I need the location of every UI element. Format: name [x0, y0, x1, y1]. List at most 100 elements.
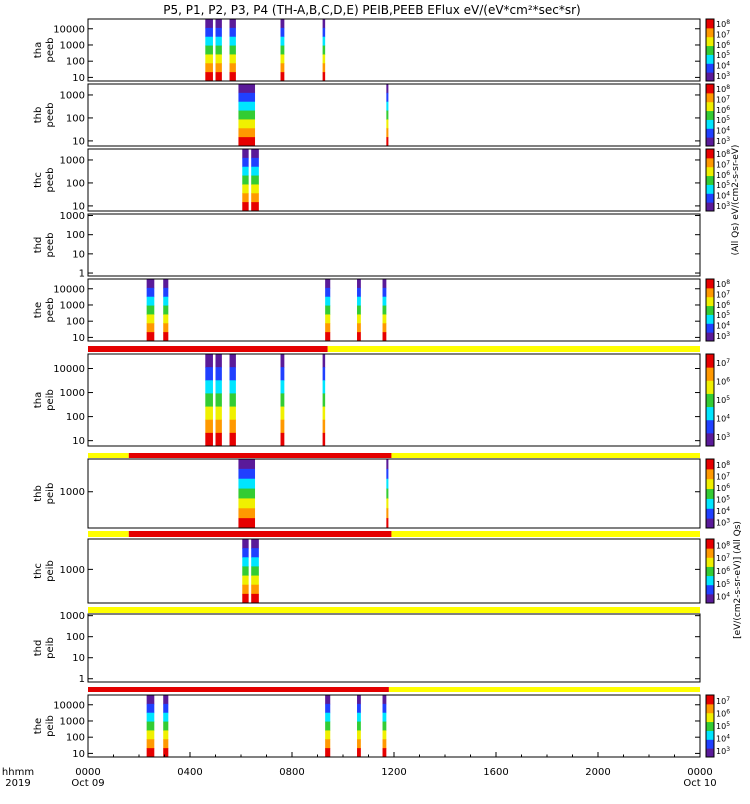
colorbar-segment — [706, 27, 714, 38]
spectrogram-cell — [215, 354, 222, 368]
spectrogram-cell — [357, 296, 361, 307]
spectrogram-cell — [229, 380, 236, 394]
spectrogram-cell — [238, 508, 256, 519]
colorbar-tick-label: 108 — [716, 460, 730, 470]
spectrogram-cell — [382, 739, 387, 749]
spectrogram-cell — [357, 279, 361, 289]
colorbar-segment — [706, 566, 714, 577]
spectrogram-cell — [205, 19, 213, 29]
spectrogram-cell — [357, 305, 361, 315]
panel-probe-label: tha — [33, 392, 44, 408]
spectrogram-cell — [163, 695, 169, 705]
spectrogram-cell — [280, 419, 285, 434]
panel-product-label: peib — [45, 483, 56, 505]
panel-probe-label: the — [33, 302, 44, 318]
spectrogram-cell — [205, 354, 213, 368]
spectrogram-cell — [382, 712, 387, 723]
colorbar-segment — [706, 406, 714, 421]
panel-probe-label: thd — [33, 640, 44, 657]
colorbar-tick-label: 108 — [716, 19, 730, 29]
spectrogram-cell — [325, 323, 331, 333]
colorbar-tick-label: 107 — [716, 160, 730, 170]
spectrogram-cell — [386, 468, 389, 480]
mode-bar-segment — [88, 346, 328, 352]
spectrogram-cell — [146, 748, 155, 758]
spectrogram-cell — [280, 432, 285, 447]
mode-bar-segment — [128, 453, 392, 458]
colorbar-segment — [706, 287, 714, 298]
colorbar-tick-label: 105 — [716, 395, 730, 405]
spectrogram-cell — [280, 393, 285, 408]
spectrogram-cell — [280, 63, 285, 73]
colorbar-segment — [706, 518, 714, 529]
spectrogram-cell — [146, 721, 155, 731]
spectrogram-cell — [386, 459, 389, 470]
spectrogram-cell — [229, 27, 236, 38]
spectrogram-cell — [242, 539, 249, 549]
spectrogram-cell — [280, 367, 285, 381]
spectrogram-cell — [251, 157, 259, 168]
spectrogram-cell — [146, 279, 155, 289]
spectrogram-cell — [382, 305, 387, 315]
spectrogram-cell — [322, 45, 326, 55]
time-axis: 0000 0400 0800 1200 1600 2000 0000 — [75, 752, 713, 778]
spectrogram-cell — [229, 419, 236, 434]
colorbar-segment — [706, 419, 714, 434]
spectrogram-cell — [163, 305, 169, 315]
x-tick-label: 0000 — [687, 767, 712, 778]
colorbar-tick-label: 106 — [716, 105, 730, 115]
spectrogram-cell — [357, 323, 361, 333]
spectrogram-cell — [205, 45, 213, 55]
panel-frame — [87, 458, 701, 529]
spectrogram-cell — [242, 202, 249, 212]
spectrogram-cell — [215, 406, 222, 421]
spectrogram-cell — [322, 380, 326, 394]
spectrogram-cell — [322, 19, 326, 29]
panel-frame — [87, 538, 701, 604]
spectrogram-cell — [382, 279, 387, 289]
y-tick-label: 10000 — [53, 364, 85, 375]
spectrogram-cell — [146, 305, 155, 315]
spectrogram-cell — [386, 128, 389, 138]
spectrogram-cell — [382, 748, 387, 758]
colorbar-tick-label: 103 — [716, 746, 730, 756]
spectrogram-cell — [325, 305, 331, 315]
time-label-hhmm: hhmm — [2, 767, 34, 778]
spectrogram-cell — [215, 27, 222, 38]
colorbar-segment — [706, 478, 714, 490]
colorbar-tick-label: 106 — [716, 566, 730, 576]
colorbar-segment — [706, 575, 714, 586]
spectrogram-cell — [325, 748, 331, 758]
colorbar-tick-label: 107 — [716, 471, 730, 481]
colorbar-segment — [706, 149, 714, 159]
colorbar-frame — [705, 458, 715, 529]
colorbar-tick-label: 108 — [716, 279, 730, 289]
spectrogram-cell — [251, 193, 259, 203]
spectrogram-cell — [251, 202, 259, 212]
spectrogram-cell — [229, 367, 236, 381]
colorbar-tick-label: 103 — [716, 201, 730, 211]
mode-bar-segment — [88, 607, 700, 613]
y-tick-label: 10 — [72, 249, 85, 260]
spectrogram-cell — [322, 63, 326, 73]
spectrogram-cell — [386, 84, 389, 94]
spectrogram-cell — [251, 548, 259, 558]
spectrogram-cell — [322, 406, 326, 421]
spectrogram-cell — [325, 730, 331, 740]
spectrogram-cell — [386, 101, 389, 112]
colorbar-frame — [705, 538, 715, 604]
x-tick-label: 2000 — [585, 767, 610, 778]
colorbar-segment — [706, 101, 714, 112]
colorbar-tick-label: 108 — [716, 540, 730, 550]
panel-frame — [87, 694, 701, 758]
spectrogram-cell — [325, 703, 331, 714]
spectrogram-cell — [280, 45, 285, 55]
panel-thd-peeb: 1 10 100 1000 thd peeb — [33, 211, 701, 280]
colorbar-segment — [706, 539, 714, 549]
panel-product-label: peib — [45, 560, 56, 582]
colorbar-segment — [706, 54, 714, 64]
colorbar-segment — [706, 739, 714, 749]
spectrogram-cell — [322, 54, 326, 64]
